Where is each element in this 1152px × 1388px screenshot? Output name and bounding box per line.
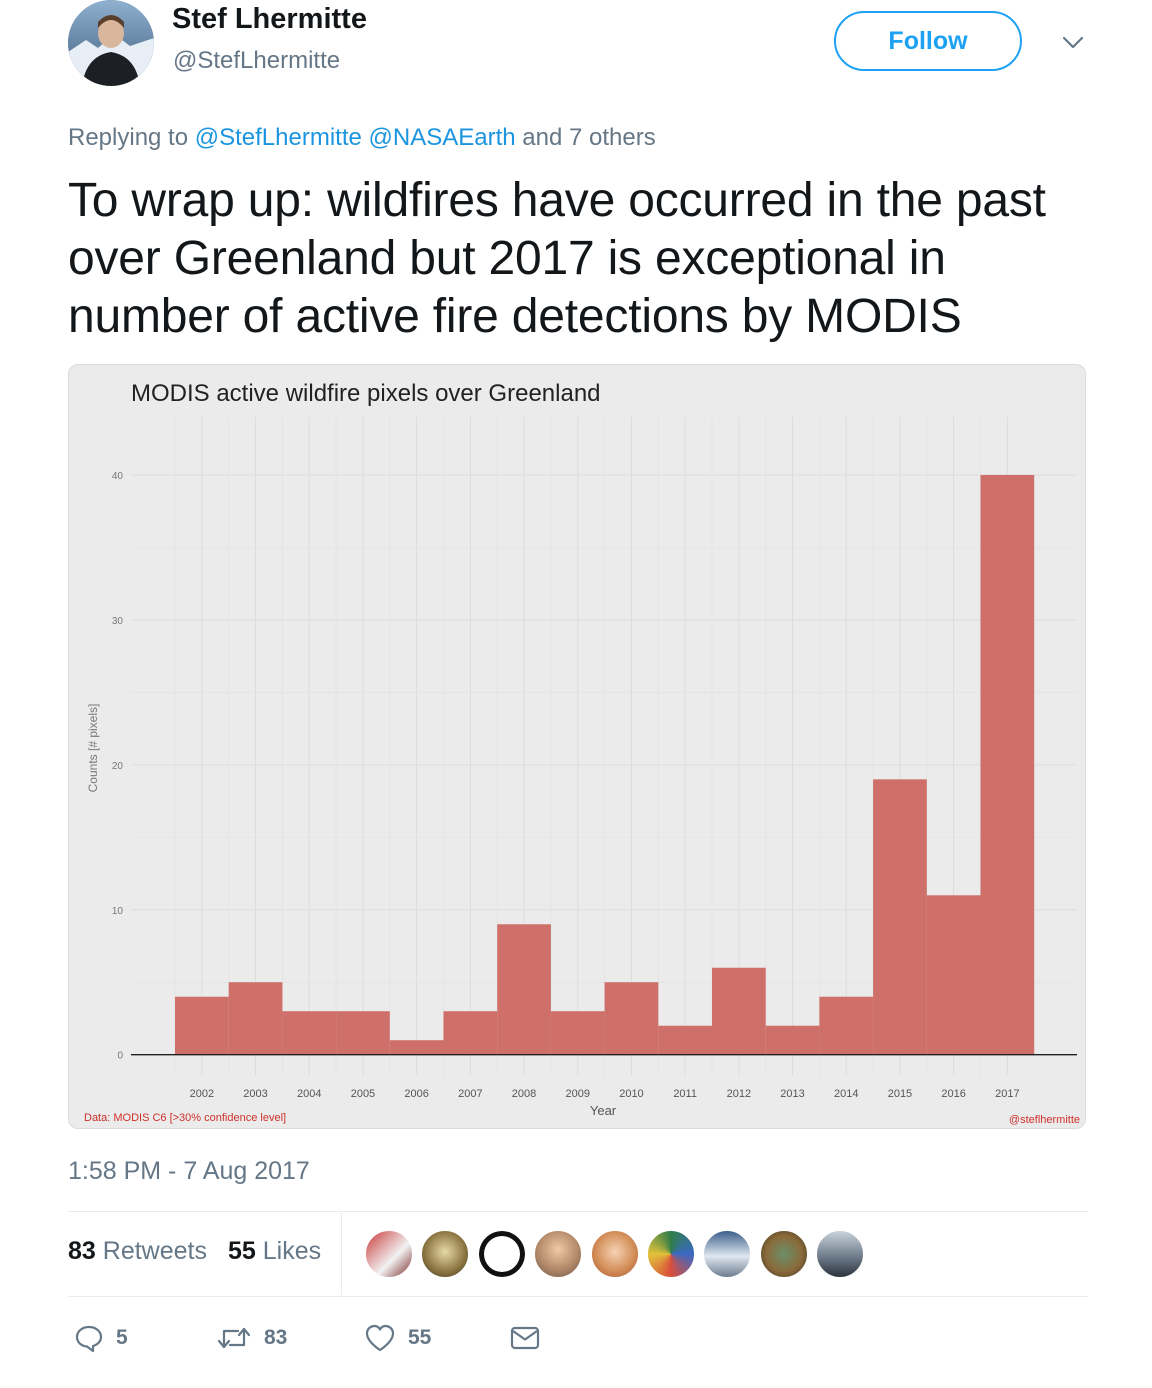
liker-avatar[interactable] bbox=[476, 1229, 527, 1279]
x-tick-label: 2007 bbox=[458, 1088, 482, 1100]
chart-bar bbox=[497, 924, 551, 1055]
liker-avatar[interactable] bbox=[589, 1229, 640, 1279]
x-tick-label: 2002 bbox=[190, 1088, 214, 1100]
likes-stat[interactable]: 55 Likes bbox=[228, 1237, 321, 1266]
chart-bar bbox=[336, 1011, 390, 1055]
bar-chart: MODIS active wildfire pixels over Greenl… bbox=[84, 380, 1080, 1126]
reply-icon bbox=[75, 1325, 103, 1353]
chart-bar bbox=[819, 996, 874, 1055]
liker-avatar[interactable] bbox=[815, 1229, 866, 1279]
chart-bar bbox=[175, 996, 229, 1055]
chart-bar bbox=[604, 982, 659, 1055]
heart-icon bbox=[365, 1324, 395, 1352]
data-source-note: Data: MODIS C6 [>30% confidence level] bbox=[84, 1112, 286, 1124]
author-handle[interactable]: @StefLhermitte bbox=[173, 47, 341, 74]
liker-avatar[interactable] bbox=[420, 1229, 471, 1279]
chart-bar bbox=[389, 1040, 444, 1055]
x-axis-label: Year bbox=[590, 1103, 617, 1118]
retweets-label: Retweets bbox=[102, 1237, 207, 1265]
liker-avatar[interactable] bbox=[645, 1229, 696, 1279]
like-button[interactable]: 55 bbox=[364, 1320, 431, 1356]
x-tick-label: 2010 bbox=[619, 1088, 643, 1100]
chart-title: MODIS active wildfire pixels over Greenl… bbox=[131, 380, 601, 407]
chart-bar bbox=[658, 1025, 712, 1055]
chart-bar bbox=[443, 1011, 498, 1055]
y-tick-label: 0 bbox=[117, 1051, 123, 1062]
x-tick-label: 2013 bbox=[780, 1088, 804, 1100]
reply-count: 5 bbox=[116, 1326, 128, 1349]
x-tick-label: 2012 bbox=[727, 1088, 751, 1100]
reply-context: Replying to @StefLhermitte @NASAEarth an… bbox=[68, 124, 656, 152]
y-tick-label: 40 bbox=[112, 471, 124, 482]
y-tick-label: 10 bbox=[112, 906, 124, 917]
x-tick-label: 2017 bbox=[995, 1088, 1019, 1100]
retweets-count: 83 bbox=[68, 1237, 96, 1265]
follow-button[interactable]: Follow bbox=[834, 11, 1022, 71]
retweet-count: 83 bbox=[264, 1326, 288, 1349]
liker-avatar[interactable] bbox=[758, 1229, 809, 1279]
x-tick-label: 2014 bbox=[834, 1088, 858, 1100]
chart-bar bbox=[873, 779, 927, 1055]
divider bbox=[68, 1296, 1088, 1297]
likes-count: 55 bbox=[228, 1237, 256, 1265]
author-name[interactable]: Stef Lhermitte bbox=[172, 3, 367, 35]
reply-mention-link[interactable]: @NASAEarth bbox=[368, 124, 516, 151]
x-tick-label: 2016 bbox=[941, 1088, 965, 1100]
x-tick-label: 2015 bbox=[888, 1088, 912, 1100]
y-tick-label: 30 bbox=[112, 616, 124, 627]
reply-mention-link[interactable]: @StefLhermitte bbox=[194, 124, 362, 151]
divider bbox=[68, 1211, 1088, 1212]
reply-suffix[interactable]: and 7 others bbox=[522, 124, 656, 151]
more-options-button[interactable] bbox=[1058, 28, 1088, 58]
chart-bar bbox=[926, 895, 981, 1055]
stats-divider bbox=[341, 1213, 342, 1295]
chevron-down-icon bbox=[1062, 36, 1084, 49]
x-tick-label: 2009 bbox=[566, 1088, 590, 1100]
retweets-stat[interactable]: 83 Retweets bbox=[68, 1237, 207, 1266]
reply-prefix: Replying to bbox=[68, 124, 189, 151]
tweet-timestamp[interactable]: 1:58 PM - 7 Aug 2017 bbox=[68, 1157, 310, 1185]
chart-bar bbox=[228, 982, 283, 1055]
chart-bar bbox=[765, 1025, 820, 1055]
envelope-icon bbox=[510, 1326, 540, 1350]
liker-avatar[interactable] bbox=[364, 1229, 414, 1279]
tweet-text: To wrap up: wildfires have occurred in t… bbox=[68, 174, 1046, 343]
liker-avatar[interactable] bbox=[702, 1229, 753, 1279]
author-avatar[interactable] bbox=[68, 0, 154, 86]
x-tick-label: 2005 bbox=[351, 1088, 375, 1100]
author-credit: @steflhermitte bbox=[1009, 1114, 1080, 1126]
avatar-photo bbox=[68, 0, 154, 86]
y-tick-label: 20 bbox=[112, 761, 124, 772]
y-axis-label: Counts [# pixels] bbox=[86, 704, 100, 793]
like-count: 55 bbox=[408, 1326, 432, 1349]
likes-label: Likes bbox=[262, 1237, 322, 1265]
x-tick-label: 2006 bbox=[404, 1088, 428, 1100]
retweet-icon bbox=[217, 1327, 251, 1349]
retweet-button[interactable]: 83 bbox=[216, 1320, 287, 1356]
liker-avatar[interactable] bbox=[533, 1229, 584, 1279]
x-tick-label: 2008 bbox=[512, 1088, 536, 1100]
x-tick-label: 2003 bbox=[243, 1088, 267, 1100]
liker-avatars bbox=[364, 1229, 872, 1279]
chart-image[interactable]: MODIS active wildfire pixels over Greenl… bbox=[68, 364, 1086, 1129]
chart-bar bbox=[712, 967, 766, 1055]
chart-bar bbox=[980, 474, 1035, 1055]
chart-bar bbox=[550, 1011, 605, 1055]
x-tick-label: 2004 bbox=[297, 1088, 321, 1100]
chart-bar bbox=[282, 1011, 337, 1055]
x-tick-label: 2011 bbox=[673, 1088, 697, 1100]
direct-message-button[interactable] bbox=[510, 1320, 540, 1356]
reply-button[interactable]: 5 bbox=[74, 1320, 128, 1356]
